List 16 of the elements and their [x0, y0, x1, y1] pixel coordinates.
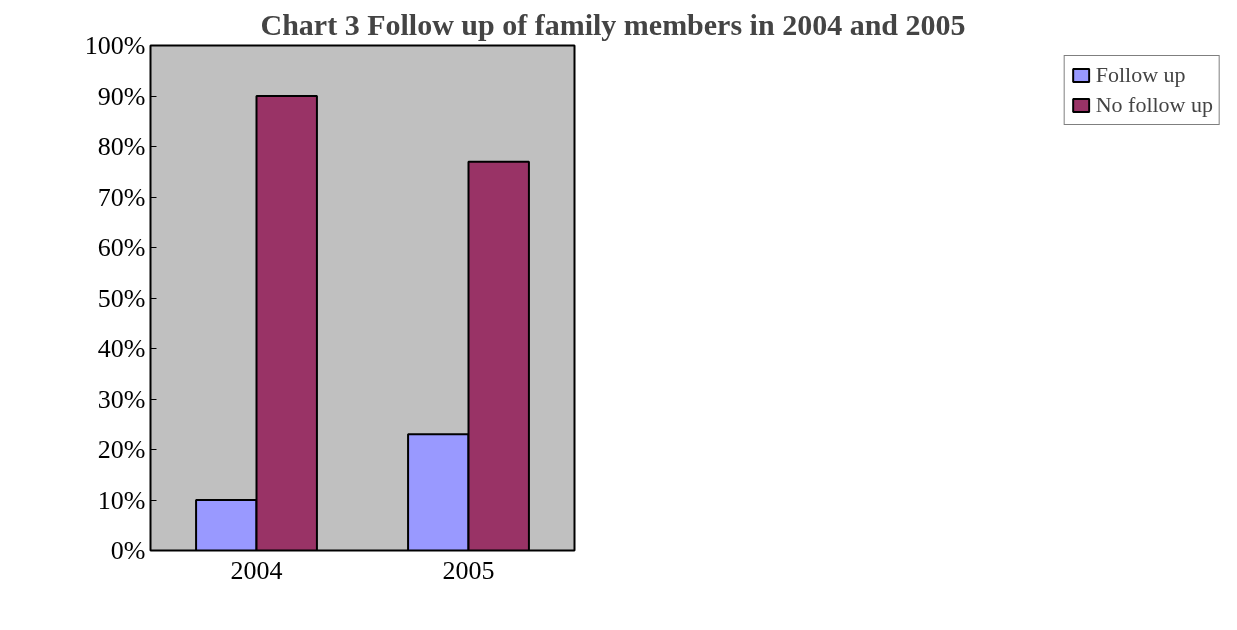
y-tick-label: 40% [97, 334, 146, 363]
legend-label: No follow up [1095, 92, 1213, 118]
y-tick-label: 60% [97, 233, 146, 262]
x-tick-label: 2004 [230, 555, 283, 585]
y-tick-label: 20% [97, 435, 146, 464]
y-tick-label: 70% [97, 182, 146, 212]
y-tick-label: 80% [97, 132, 146, 161]
chart-title: Chart 3 Follow up of family members in 2004 and 2005 [260, 7, 966, 41]
y-tick-label: 10% [97, 485, 146, 515]
x-tick-label: 2005 [442, 555, 495, 585]
legend-label: Follow up [1095, 62, 1186, 88]
y-tick-label: 90% [97, 81, 146, 111]
y-tick-label: 100% [84, 31, 146, 60]
y-tick-label: 0% [110, 536, 146, 565]
y-tick-label: 50% [97, 283, 146, 313]
y-tick-label: 30% [97, 384, 146, 414]
